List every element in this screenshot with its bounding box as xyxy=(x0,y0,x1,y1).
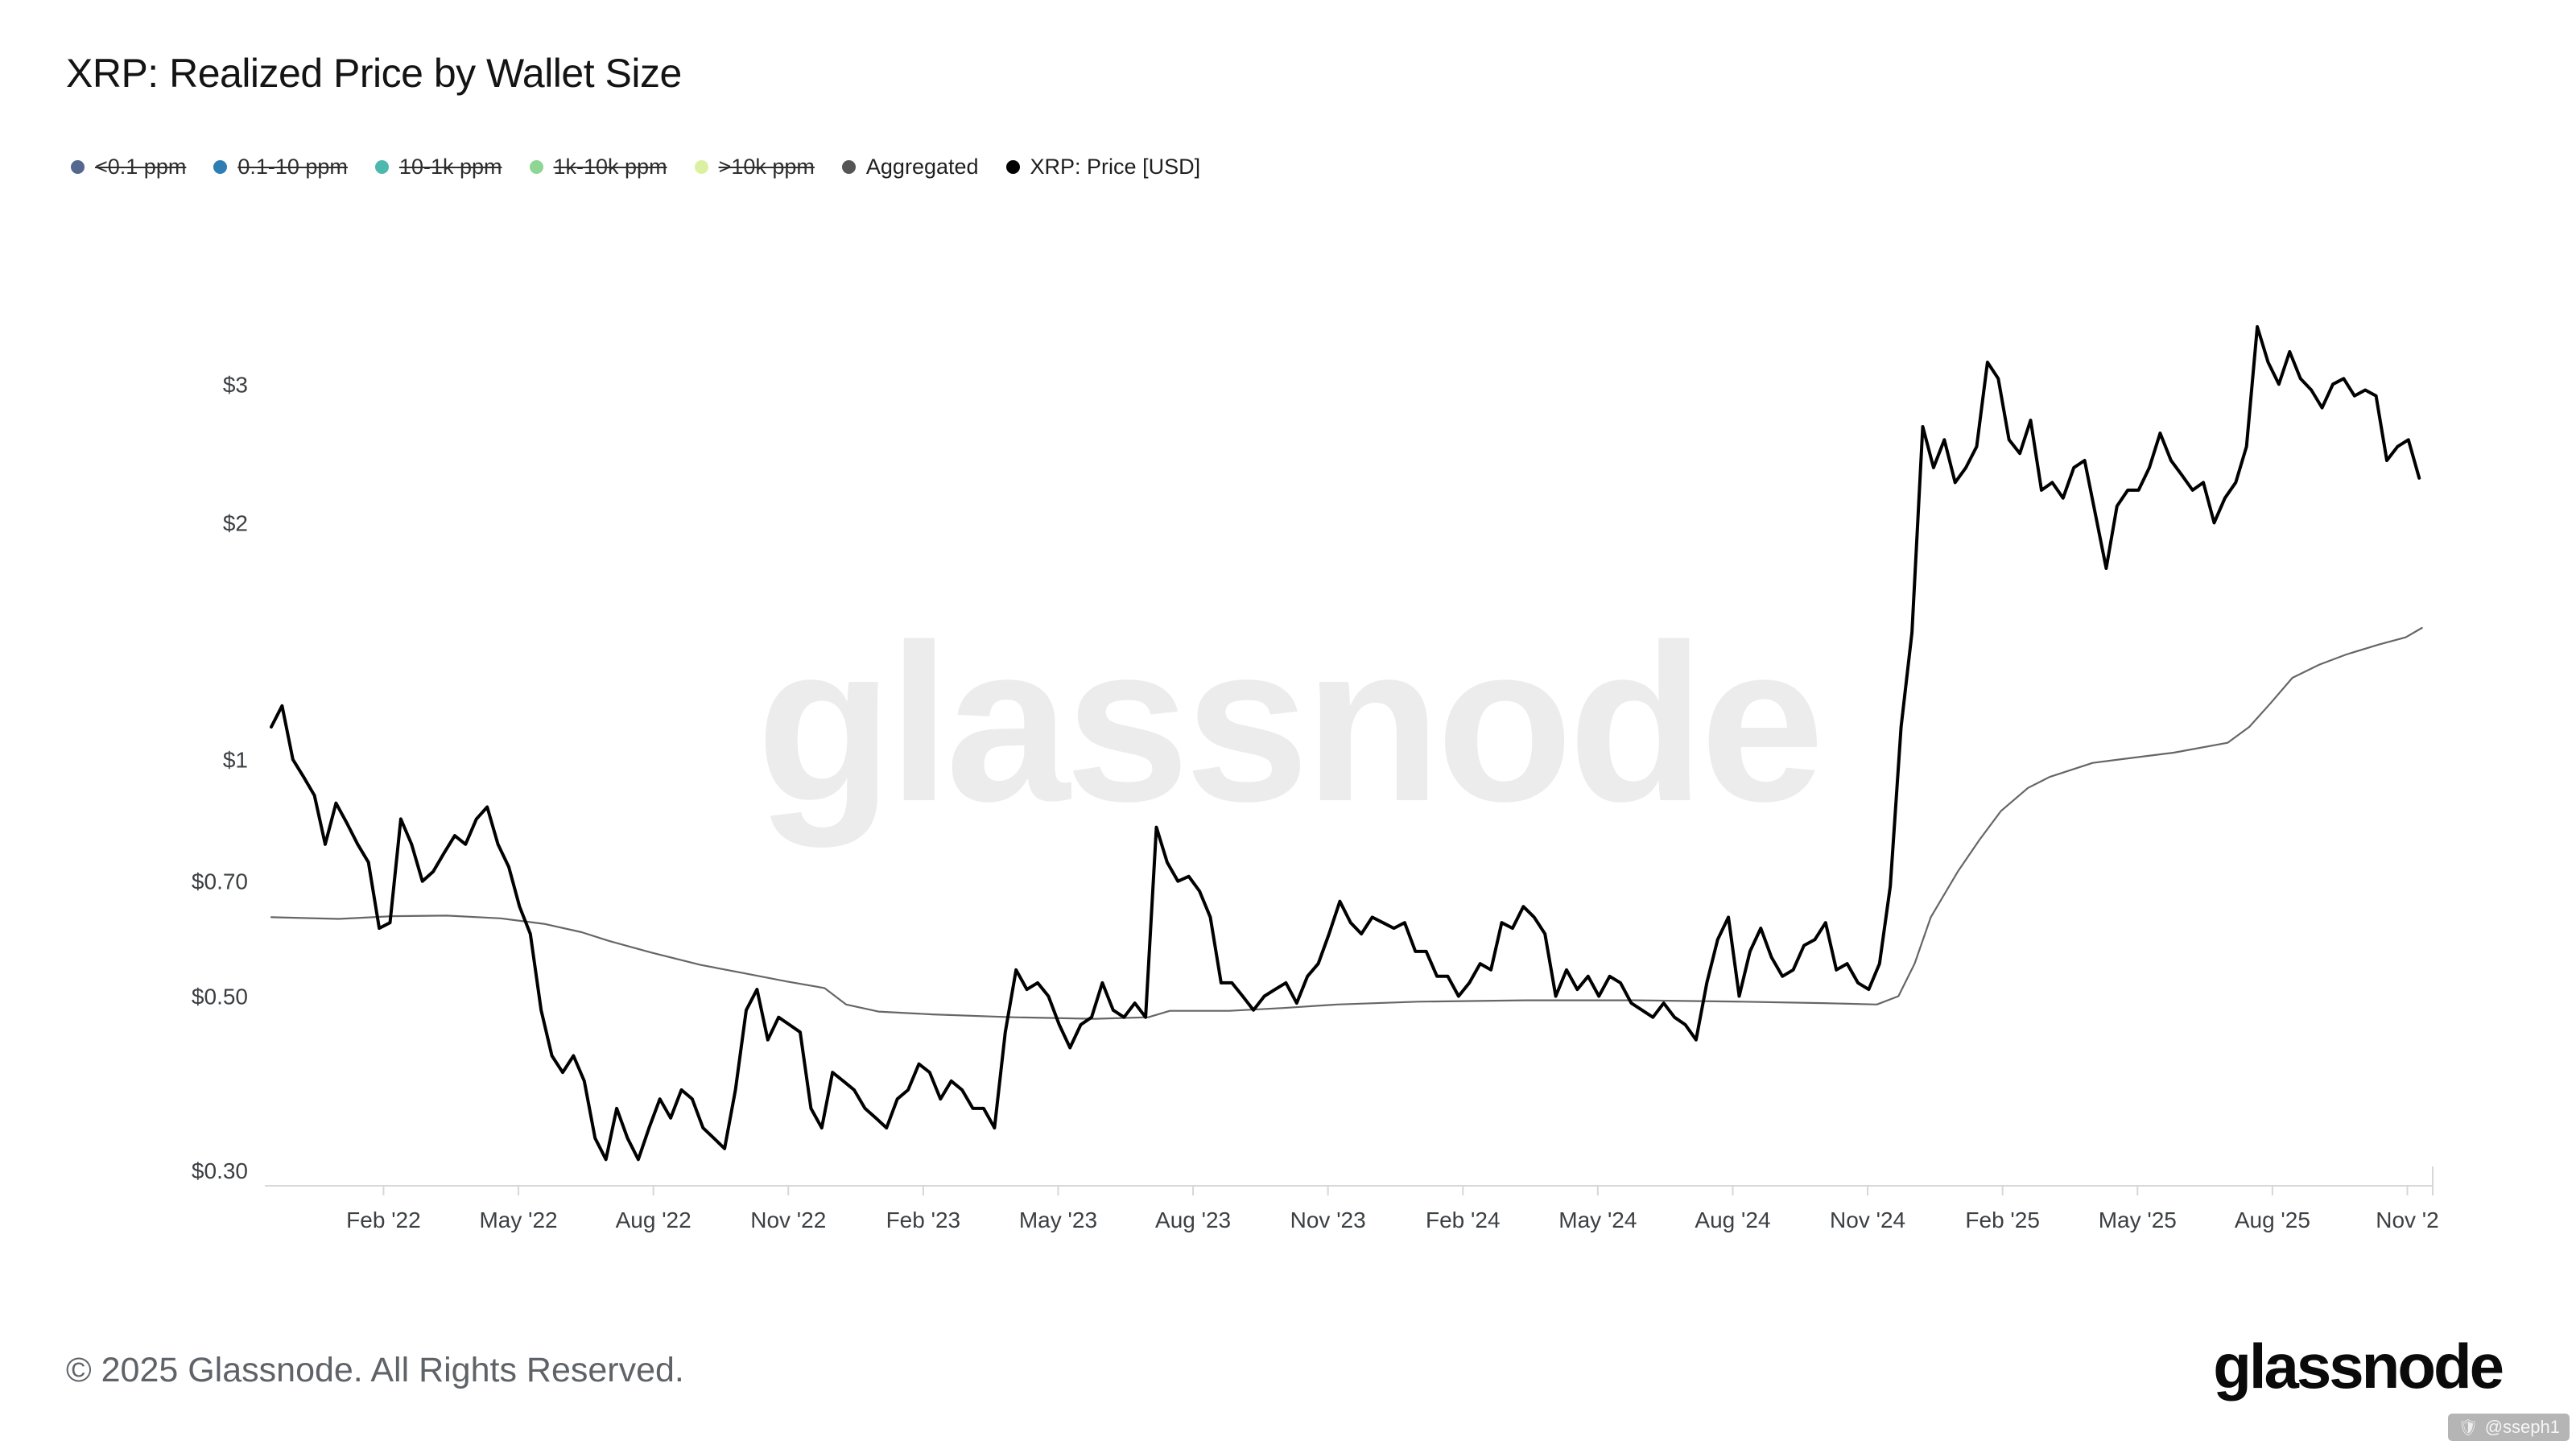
x-tick-label: Aug '22 xyxy=(616,1208,691,1232)
x-tick-label: Feb '24 xyxy=(1426,1208,1501,1232)
legend-item-2[interactable]: 10-1k ppm xyxy=(374,155,502,180)
copyright-text: © 2025 Glassnode. All Rights Reserved. xyxy=(66,1351,684,1389)
legend-dot-icon xyxy=(529,160,543,174)
x-tick-label: May '22 xyxy=(479,1208,557,1232)
x-tick-label: Aug '24 xyxy=(1695,1208,1770,1232)
legend-item-6[interactable]: XRP: Price [USD] xyxy=(1005,155,1201,180)
legend-label: <0.1 ppm xyxy=(95,155,187,179)
x-tick-label: Aug '23 xyxy=(1155,1208,1231,1232)
shield-icon: 🛡 xyxy=(2458,1418,2479,1437)
legend-item-0[interactable]: <0.1 ppm xyxy=(71,155,186,180)
x-tick-label: Aug '25 xyxy=(2235,1208,2310,1232)
x-tick-label: May '24 xyxy=(1558,1208,1637,1232)
legend-dot-icon xyxy=(694,160,708,174)
x-tick-label: Nov '2 xyxy=(2376,1208,2439,1232)
legend-item-1[interactable]: 0.1-10 ppm xyxy=(213,155,348,180)
page-title: XRP: Realized Price by Wallet Size xyxy=(66,51,682,96)
y-tick-label: $3 xyxy=(223,372,248,397)
x-tick-label: Feb '25 xyxy=(1965,1208,2040,1232)
legend-dot-icon xyxy=(841,160,856,174)
glassnode-watermark: glassnode xyxy=(756,597,1825,848)
y-tick-label: $0.70 xyxy=(192,869,248,894)
y-tick-label: $0.50 xyxy=(192,984,248,1009)
glassnode-logo: glassnode xyxy=(2213,1331,2504,1402)
x-tick-label: May '25 xyxy=(2099,1208,2177,1232)
legend-label: 1k-10k ppm xyxy=(553,155,667,179)
x-tick-label: Nov '24 xyxy=(1830,1208,1905,1232)
legend-label: XRP: Price [USD] xyxy=(1030,155,1201,179)
user-watermark-badge: 🛡 @sseph1 xyxy=(2448,1414,2570,1441)
legend-label: 0.1-10 ppm xyxy=(237,155,348,179)
aggregated-line xyxy=(270,626,2423,1020)
x-tick-label: Feb '22 xyxy=(346,1208,421,1232)
legend-item-3[interactable]: 1k-10k ppm xyxy=(529,155,667,180)
legend-dot-icon xyxy=(374,160,389,174)
x-tick-label: Nov '22 xyxy=(750,1208,826,1232)
legend-label: Aggregated xyxy=(865,155,979,179)
legend-dot-icon xyxy=(1005,160,1020,174)
chart-plot[interactable]: Feb '22 May '22 Aug '22 Nov '22 Feb '23 May '… xyxy=(0,0,2576,1288)
legend-label: 10-1k ppm xyxy=(398,155,502,179)
legend-dot-icon xyxy=(213,160,228,174)
legend-label: >10k ppm xyxy=(718,155,815,179)
legend-item-4[interactable]: >10k ppm xyxy=(694,155,815,180)
legend-item-5[interactable]: Aggregated xyxy=(841,155,979,180)
user-watermark-text: @sseph1 xyxy=(2484,1417,2560,1437)
x-tick-label: May '23 xyxy=(1019,1208,1097,1232)
x-tick-label: Feb '23 xyxy=(886,1208,961,1232)
y-tick-label: $0.30 xyxy=(192,1158,248,1183)
y-tick-label: $1 xyxy=(223,747,248,772)
price-line xyxy=(270,324,2421,1162)
legend-dot-icon xyxy=(71,160,85,174)
y-tick-label: $2 xyxy=(223,510,248,535)
x-tick-label: Nov '23 xyxy=(1290,1208,1366,1232)
legend: <0.1 ppm 0.1-10 ppm 10-1k ppm 1k-10k ppm >10… xyxy=(71,155,1200,180)
